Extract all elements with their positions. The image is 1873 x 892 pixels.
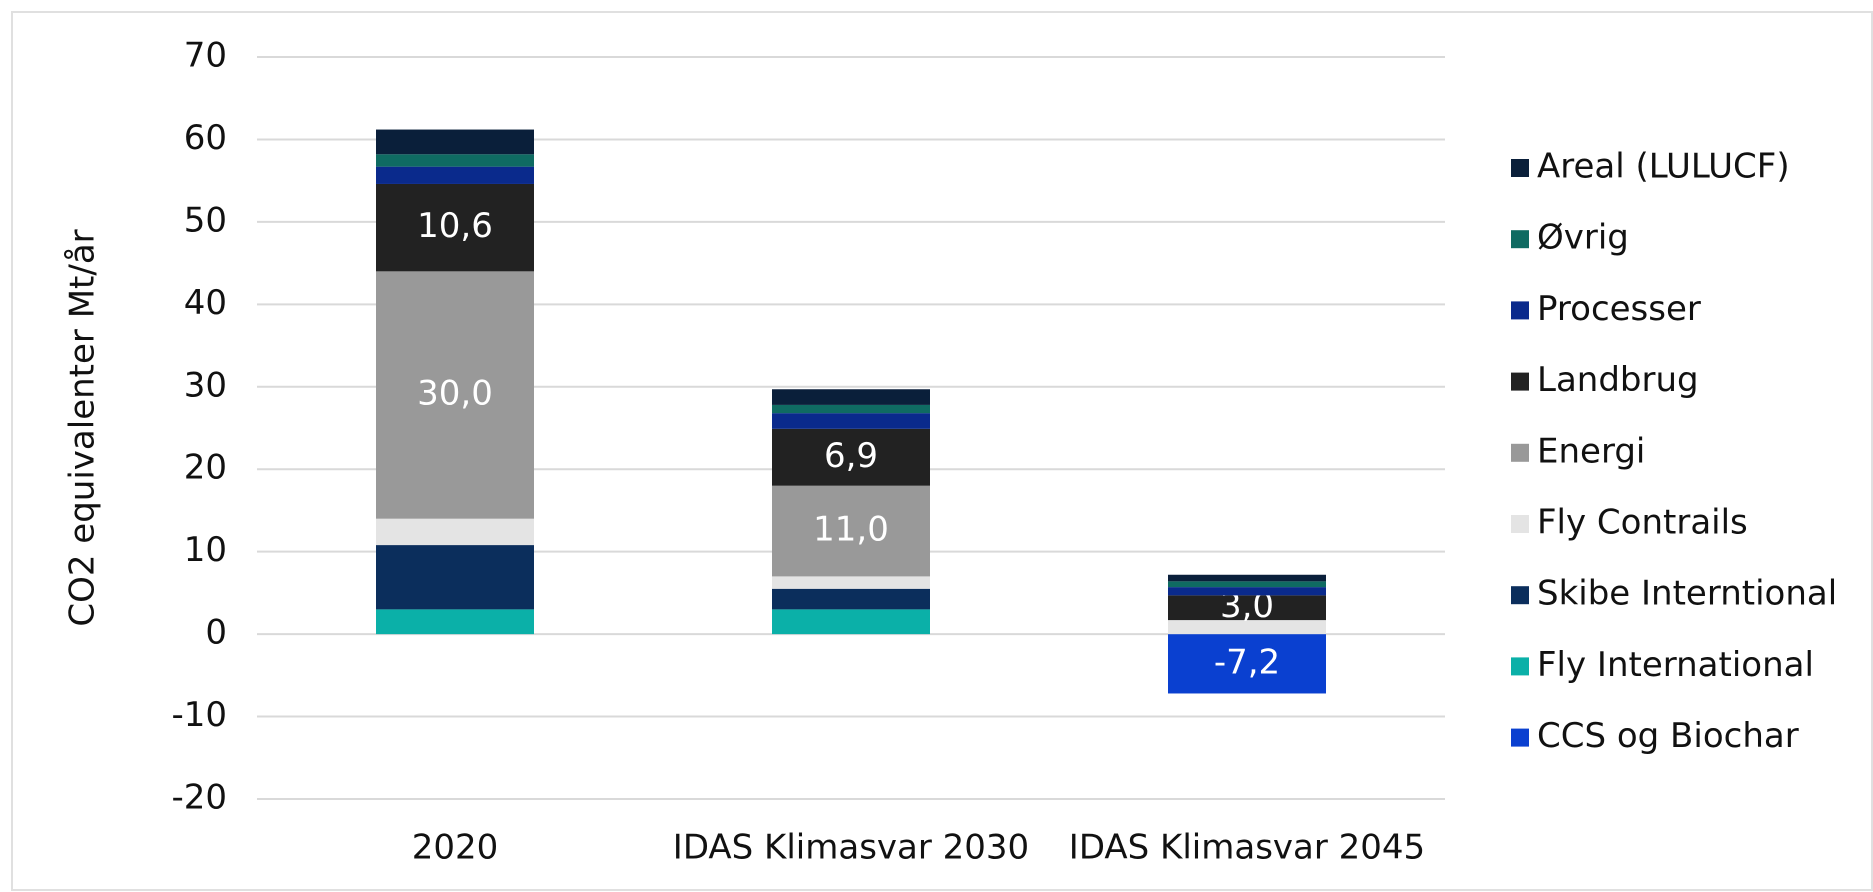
legend-swatch <box>1511 515 1529 533</box>
legend-label: Fly International <box>1537 645 1814 685</box>
legend-swatch <box>1511 728 1529 747</box>
y-tick-label: 60 <box>184 118 227 158</box>
data-label: 6,9 <box>824 436 878 476</box>
bar-segment <box>1168 595 1326 621</box>
bar-segment <box>772 428 930 486</box>
legend-label: CCS og Biochar <box>1537 716 1799 756</box>
bar-segment <box>1168 587 1326 596</box>
bar-segment <box>772 576 930 589</box>
bar-segment <box>376 609 534 635</box>
legend-swatch <box>1511 657 1529 676</box>
y-tick-label: 40 <box>184 283 227 323</box>
legend-swatch <box>1511 586 1529 605</box>
y-tick-label: -20 <box>171 778 227 818</box>
data-label: 10,6 <box>417 206 493 246</box>
legend-label: Areal (LULUCF) <box>1537 147 1790 187</box>
x-tick-label: IDAS Klimasvar 2045 <box>1069 828 1425 868</box>
bar-segment <box>1168 574 1326 582</box>
bar-segment <box>376 166 534 184</box>
legend-swatch <box>1511 372 1529 391</box>
x-tick-label: 2020 <box>412 828 499 868</box>
legend-swatch <box>1511 443 1529 462</box>
bar-segment <box>772 389 930 405</box>
bar-segment <box>376 183 534 272</box>
y-tick-label: 20 <box>184 448 227 488</box>
data-label: 30,0 <box>417 374 493 414</box>
y-tick-label: 30 <box>184 365 227 405</box>
legend-label: Øvrig <box>1537 218 1629 258</box>
bar-segment <box>772 413 930 429</box>
data-label: 11,0 <box>813 510 889 550</box>
bar-segment <box>1168 581 1326 588</box>
bar-segment <box>1168 634 1326 694</box>
bar-segment <box>376 271 534 519</box>
bar-segment <box>772 404 930 414</box>
bar-segment <box>772 485 930 577</box>
bar-segment <box>1168 620 1326 635</box>
legend-swatch <box>1511 301 1529 320</box>
y-tick-label: 50 <box>184 200 227 240</box>
y-tick-label: 0 <box>205 613 227 653</box>
legend-label: Processer <box>1537 289 1701 329</box>
y-axis-label: CO2 equivalenter Mt/år <box>63 229 103 626</box>
legend-label: Landbrug <box>1537 360 1699 400</box>
legend-label: Energi <box>1537 431 1645 471</box>
chart-frame <box>11 11 1873 891</box>
x-tick-label: IDAS Klimasvar 2030 <box>673 828 1029 868</box>
legend-label: Skibe Interntional <box>1537 574 1837 614</box>
bar-segment <box>772 609 930 635</box>
y-tick-label: 10 <box>184 530 227 570</box>
bar-segment <box>376 154 534 167</box>
bar-segment <box>376 129 534 155</box>
legend-label: Fly Contrails <box>1537 503 1748 543</box>
bar-segment <box>772 588 930 610</box>
y-tick-label: -10 <box>171 695 227 735</box>
bar-segment <box>376 545 534 610</box>
data-label: -7,2 <box>1214 642 1280 682</box>
legend-swatch <box>1511 230 1529 249</box>
y-tick-label: 70 <box>184 36 227 76</box>
bar-segment <box>376 518 534 546</box>
legend-swatch <box>1511 159 1529 177</box>
